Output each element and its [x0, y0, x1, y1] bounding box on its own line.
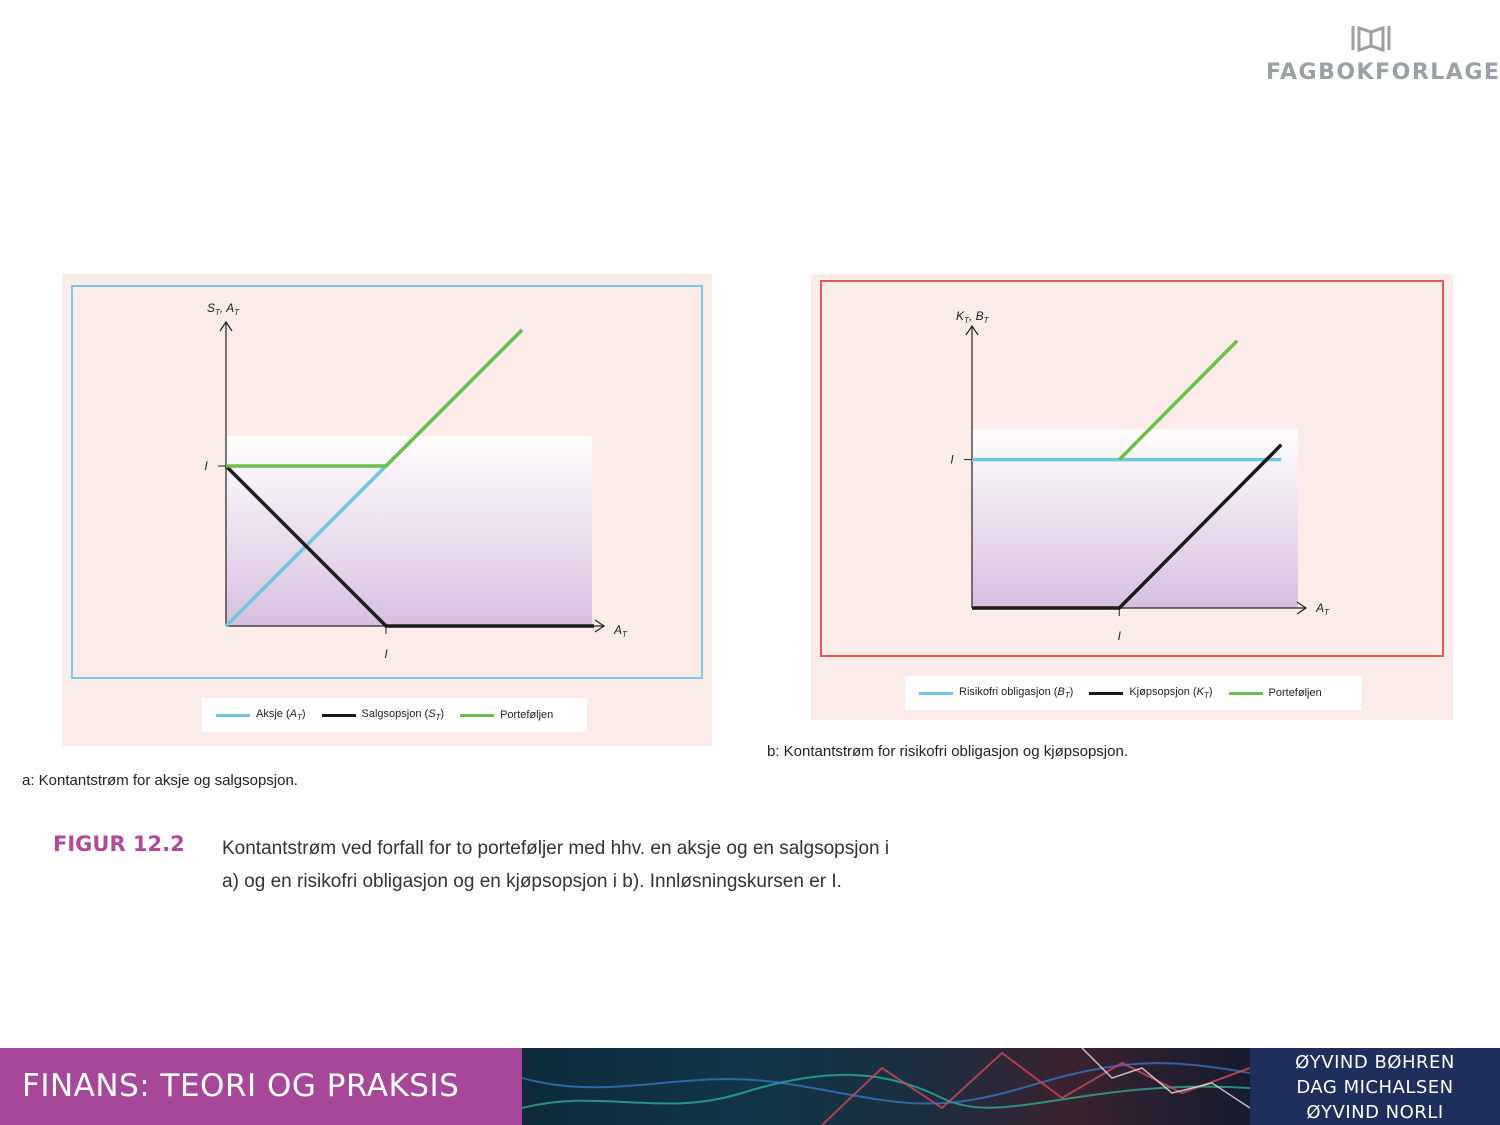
- author-name: ØYVIND BØHREN: [1295, 1052, 1455, 1073]
- legend-swatch: [216, 713, 250, 717]
- legend-label: Salgsopsjon (ST): [361, 707, 445, 723]
- chart-panel-a: ST, AT AT I I Aksje (AT) Salgsopsjon (ST) Por…: [62, 274, 712, 746]
- chart-frame: [820, 280, 1444, 657]
- series-line-2: [226, 328, 524, 468]
- x-axis-label: AT: [1315, 601, 1330, 617]
- author-list: ØYVIND BØHREN DAG MICHALSEN ØYVIND NORLI: [1250, 1048, 1500, 1125]
- chart-a-caption: a: Kontantstrøm for aksje og salgsopsjon…: [22, 772, 298, 789]
- chart-b-plot: KT, BT AT I I: [820, 280, 1444, 657]
- legend-entry: Porteføljen: [1228, 687, 1322, 699]
- legend-swatch: [460, 713, 495, 717]
- y-tick-label: I: [204, 459, 208, 473]
- x-axis-label: AT: [613, 623, 628, 639]
- chart-a-plot: ST, AT AT I I: [71, 285, 703, 679]
- y-axis-arrow-icon: [219, 320, 233, 332]
- author-name: ØYVIND NORLI: [1306, 1102, 1444, 1123]
- footer-banner: FINANS: TEORI OG PRAKSIS ØYVIND BØHREN D…: [0, 1048, 1500, 1125]
- legend-swatch: [919, 691, 953, 695]
- x-axis-arrow-icon: [1296, 601, 1308, 615]
- series-line-2: [1118, 339, 1239, 461]
- stock-chart-decoration-icon: [522, 1048, 1250, 1125]
- y-axis-arrow-icon: [965, 324, 979, 336]
- legend-entry: Aksje (AT): [216, 708, 306, 722]
- publisher-name: FAGBOKFORLAGET: [1266, 60, 1500, 85]
- series-line-1: [224, 464, 594, 628]
- figure-text: Kontantstrøm ved forfall for to porteføl…: [222, 838, 890, 892]
- x-tick-label: I: [384, 647, 388, 661]
- shaded-area: [972, 429, 1298, 608]
- publisher-logo: FAGBOKFORLAGET: [1266, 22, 1500, 85]
- legend-entry: Porteføljen: [460, 709, 553, 721]
- legend-swatch: [1089, 691, 1124, 695]
- book-title: FINANS: TEORI OG PRAKSIS: [0, 1048, 522, 1125]
- legend-entry: Risikofri obligasjon (BT): [919, 686, 1073, 700]
- figure-label: FIGUR 12.2: [53, 832, 185, 856]
- chart-frame: [71, 285, 703, 679]
- chart-b-caption: b: Kontantstrøm for risikofri obligasjon…: [767, 743, 1128, 760]
- y-axis-label: ST, AT: [207, 301, 240, 317]
- legend-swatch: [1228, 691, 1263, 695]
- legend-label: Porteføljen: [500, 709, 554, 721]
- y-tick-label: I: [950, 453, 954, 467]
- legend-swatch: [321, 713, 356, 717]
- x-tick-label: I: [1118, 629, 1122, 643]
- legend-label: Aksje (AT): [256, 707, 306, 723]
- legend-label: Kjøpsopsjon (KT): [1129, 685, 1213, 701]
- open-book-logo-icon: [1351, 25, 1391, 53]
- legend-label: Risikofri obligasjon (BT): [959, 685, 1074, 701]
- x-axis-arrow-icon: [594, 619, 606, 633]
- series-line-1: [972, 443, 1283, 610]
- legend-label: Porteføljen: [1268, 687, 1322, 699]
- chart-panel-b: KT, BT AT I I Risikofri obligasjon (BT) Kjøp…: [811, 274, 1453, 720]
- author-name: DAG MICHALSEN: [1296, 1077, 1454, 1098]
- y-axis-label: KT, BT: [956, 309, 990, 325]
- footer-stock-chart-image: [522, 1048, 1250, 1125]
- chart-b-legend: Risikofri obligasjon (BT) Kjøpsopsjon (KT…: [905, 676, 1362, 710]
- legend-entry: Salgsopsjon (ST): [321, 707, 445, 723]
- chart-a-legend: Aksje (AT) Salgsopsjon (ST) Porteføljen: [202, 698, 587, 732]
- legend-entry: Kjøpsopsjon (KT): [1089, 685, 1213, 701]
